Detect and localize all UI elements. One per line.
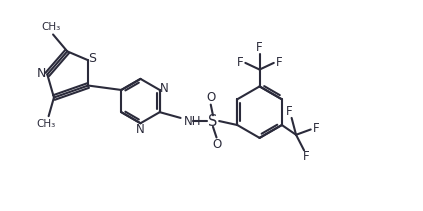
- Text: NH: NH: [184, 115, 202, 128]
- Text: N: N: [36, 68, 46, 80]
- Text: F: F: [276, 55, 283, 69]
- Text: F: F: [237, 55, 243, 69]
- Text: F: F: [303, 150, 310, 163]
- Text: N: N: [160, 82, 168, 95]
- Text: O: O: [206, 91, 215, 104]
- Text: F: F: [256, 41, 263, 54]
- Text: S: S: [88, 52, 96, 65]
- Text: CH₃: CH₃: [37, 119, 56, 129]
- Text: F: F: [313, 122, 319, 135]
- Text: N: N: [136, 123, 145, 136]
- Text: O: O: [212, 138, 221, 151]
- Text: F: F: [286, 105, 293, 118]
- Text: S: S: [208, 114, 218, 128]
- Text: CH₃: CH₃: [41, 22, 60, 32]
